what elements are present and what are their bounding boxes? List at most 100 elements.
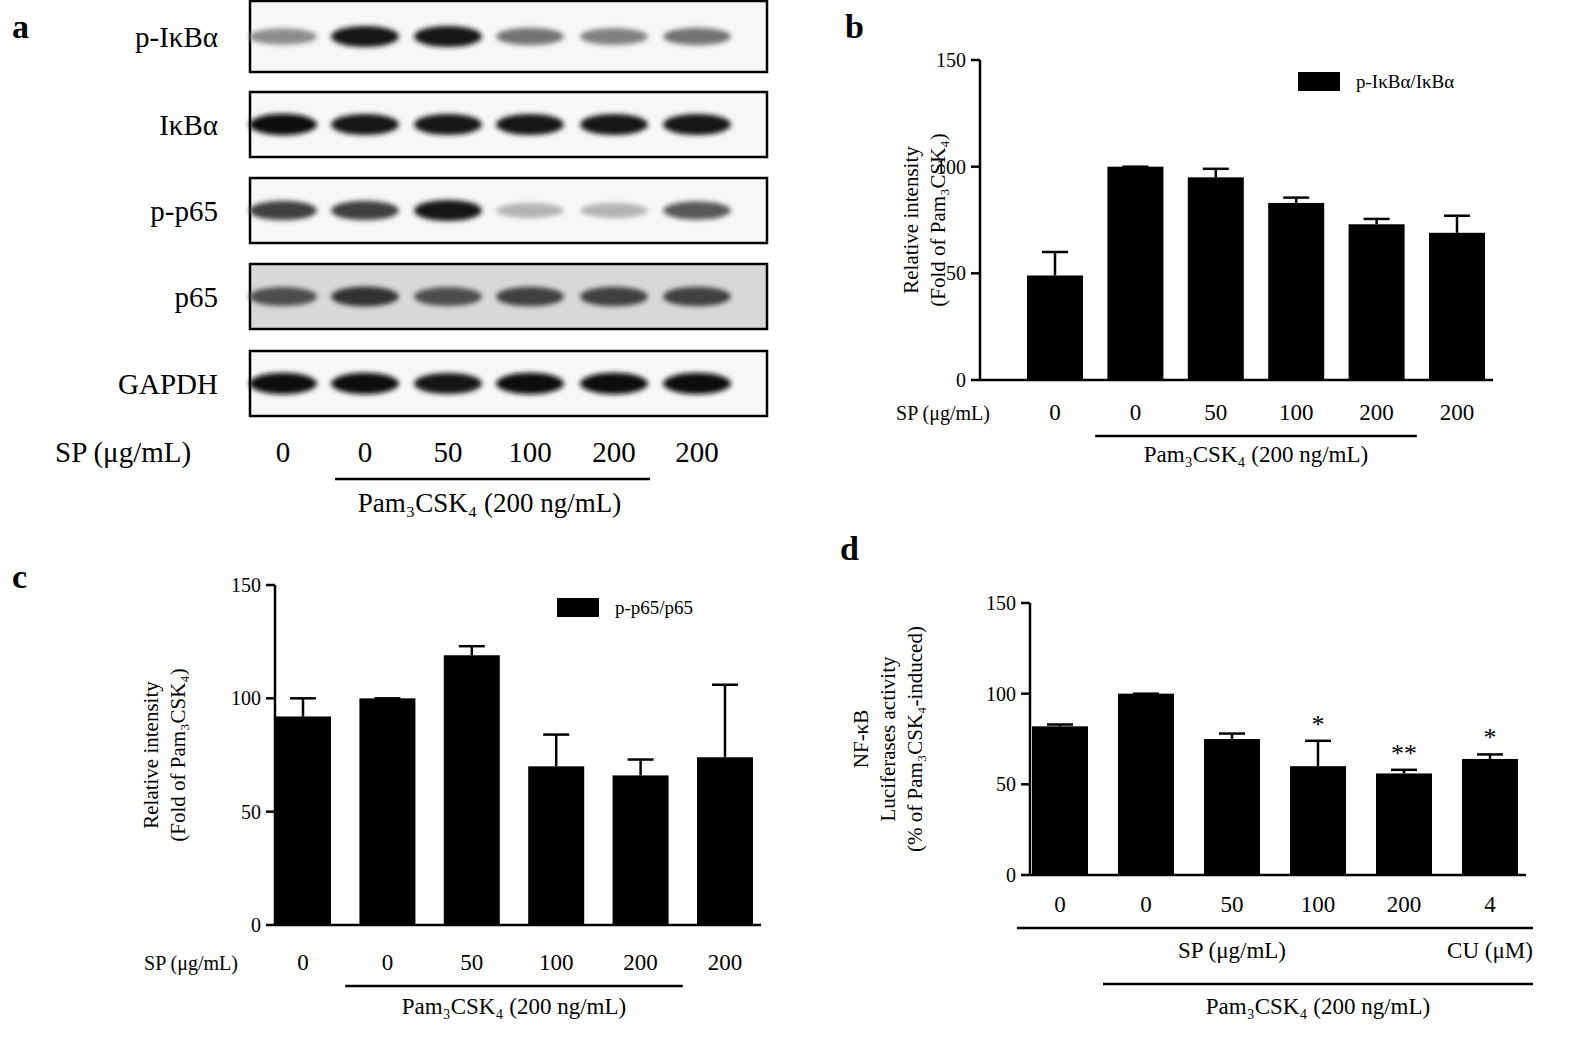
y-axis-label: NF-κB [849,710,873,768]
y-tick [971,379,980,382]
blot-band [496,287,564,307]
chart: c050100150Relative intensity(Fold of Pam… [12,558,761,1019]
group-label: SP (μg/mL) [1178,938,1286,963]
blot-frame [250,1,767,72]
blot-band [331,201,399,221]
bar [1204,739,1260,875]
panel-label: a [12,8,29,45]
y-axis [979,60,982,380]
x-tick-label: 0 [297,950,309,975]
blot-band [414,287,482,306]
error-bar [1283,198,1309,203]
panel-label: d [840,530,859,567]
bar [1032,726,1088,875]
x-tick-label: 100 [539,950,574,975]
y-axis-label: Relative intensity [139,681,163,829]
y-axis-label: (% of Pam₃CSK₄-induced) [903,626,927,852]
blot-band [663,287,731,307]
x-tick-label: 0 [1049,400,1061,425]
x-tick-label: 0 [1140,892,1152,917]
dose-label: 100 [508,436,552,468]
bar [613,775,669,925]
error-bar [290,698,316,716]
bar [1290,766,1346,875]
x-tick-label: 100 [1301,892,1336,917]
error-bar [1219,734,1245,739]
legend-swatch [1298,72,1340,91]
background [0,0,1595,1055]
blot-frame [250,264,767,329]
error-bar [628,760,654,776]
y-axis-label: (Fold of Pam₃CSK₄) [166,668,190,841]
panel-label: b [845,8,864,45]
x-tick-label: 50 [460,950,483,975]
blot-band [249,287,317,306]
bars [1027,167,1485,380]
y-tick [971,165,980,168]
row-label: p65 [175,281,219,313]
blot-band [496,373,564,395]
bar [1376,773,1432,875]
blot-band [663,28,731,46]
group-label: CU (μM) [1447,938,1533,963]
bar [275,716,331,925]
bars [1032,694,1518,875]
blot-band [496,28,564,46]
error-bar [459,646,485,655]
blot-row [249,178,767,243]
blot-band [663,373,731,395]
y-axis [1029,603,1032,875]
legend-swatch [557,598,599,617]
y-tick [266,697,275,700]
x-tick-label: 100 [1279,400,1314,425]
bar [1462,759,1518,875]
blot-frame [250,351,767,416]
error-bar [1477,754,1503,759]
x-tick-label: 0 [1130,400,1142,425]
group-line [1447,927,1533,930]
x-tick-label: 0 [382,950,394,975]
error-bar [1042,252,1068,275]
blot-frame [250,92,767,157]
y-tick-label: 50 [996,773,1016,795]
axis-label: SP (μg/mL) [55,436,191,469]
bar [1027,275,1083,380]
error-bar [1444,216,1470,233]
bars [275,646,753,925]
dose-label: 0 [276,436,291,468]
dose-label: 0 [358,436,373,468]
y-tick-label: 100 [986,683,1016,705]
significance: * [1312,710,1325,739]
x-tick-label: 200 [623,950,658,975]
error-bar [1203,169,1229,178]
y-tick-label: 50 [241,801,261,823]
x-tick-label: 200 [1387,892,1422,917]
x-tick-label: 200 [1359,400,1394,425]
error-bar [1391,770,1417,774]
group-label: Pam₃CSK₄ (200 ng/mL) [1206,994,1430,1019]
row-label: IκBα [159,109,218,141]
error-bar [543,735,569,767]
dose-label: 200 [675,436,719,468]
y-axis-label: Relative intensity [899,146,923,294]
error-bar [1305,741,1331,766]
y-tick-label: 150 [936,49,966,71]
error-bar [712,685,738,758]
y-tick [1021,602,1030,605]
chart: d****050100150NF-κBLuciferases activity(… [840,530,1533,1019]
blot-band [580,114,648,135]
blot-row [249,351,767,416]
x-axis [1030,874,1526,877]
blot-band [663,201,731,220]
group-line [1103,983,1533,986]
panel-label: c [12,558,27,595]
group-label: Pam₃CSK₄ (200 ng/mL) [1144,442,1368,467]
chart: b050100150Relative intensity(Fold of Pam… [845,8,1493,467]
bar [359,698,415,925]
y-tick-label: 0 [956,369,966,391]
error-bar [1122,166,1148,167]
y-tick-label: 0 [251,914,261,936]
blot-band [663,114,731,135]
legend: p-IκBα/IκBα [1298,71,1454,92]
blot-band [249,373,317,395]
